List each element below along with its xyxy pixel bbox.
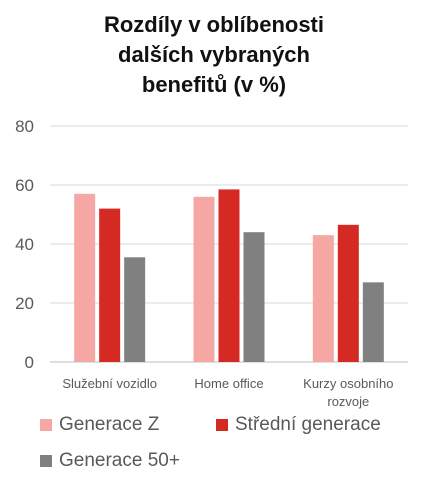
bar-s2-c1 xyxy=(243,232,265,362)
x-tick-label-2-1: rozvoje xyxy=(327,394,369,409)
y-tick-label-60: 60 xyxy=(15,176,34,195)
chart-title-line-2: dalších vybraných xyxy=(118,42,310,67)
x-tick-label-1-0: Home office xyxy=(194,376,263,391)
bar-chart: 0 20 40 60 80 Služební vozidlo Home office Kurz… xyxy=(15,117,408,409)
legend-swatch-generace-50 xyxy=(40,455,52,467)
bar-s1-c0 xyxy=(99,208,121,362)
bar-s2-c0 xyxy=(124,257,146,362)
legend-swatch-stredni-generace xyxy=(216,419,228,431)
y-tick-label-80: 80 xyxy=(15,117,34,136)
y-tick-label-20: 20 xyxy=(15,294,34,313)
legend-label-generace-50: Generace 50+ xyxy=(59,450,180,471)
bar-s0-c2 xyxy=(312,235,334,362)
bar-s1-c1 xyxy=(218,189,240,362)
legend-item-generace-50: Generace 50+ xyxy=(40,450,180,472)
chart-title-line-1: Rozdíly v oblíbenosti xyxy=(103,12,324,37)
bar-s0-c1 xyxy=(193,196,215,362)
x-tick-label-2-0: Kurzy osobního xyxy=(303,376,393,391)
legend-label-stredni-generace: Střední generace xyxy=(235,414,381,435)
bar-s2-c2 xyxy=(362,282,384,362)
legend-label-generace-z: Generace Z xyxy=(59,414,160,435)
legend-item-generace-z: Generace Z xyxy=(40,414,159,436)
y-tick-label-40: 40 xyxy=(15,235,34,254)
chart-title: Rozdíly v oblíbenosti dalších vybraných … xyxy=(0,10,428,100)
x-tick-label-0-0: Služební vozidlo xyxy=(62,376,157,391)
legend-swatch-generace-z xyxy=(40,419,52,431)
chart-title-line-3: benefitů (v %) xyxy=(141,72,287,97)
y-tick-label-0: 0 xyxy=(25,353,34,372)
bar-s1-c2 xyxy=(337,224,359,362)
bar-s0-c0 xyxy=(74,193,96,362)
legend-item-stredni-generace: Střední generace xyxy=(216,414,381,436)
